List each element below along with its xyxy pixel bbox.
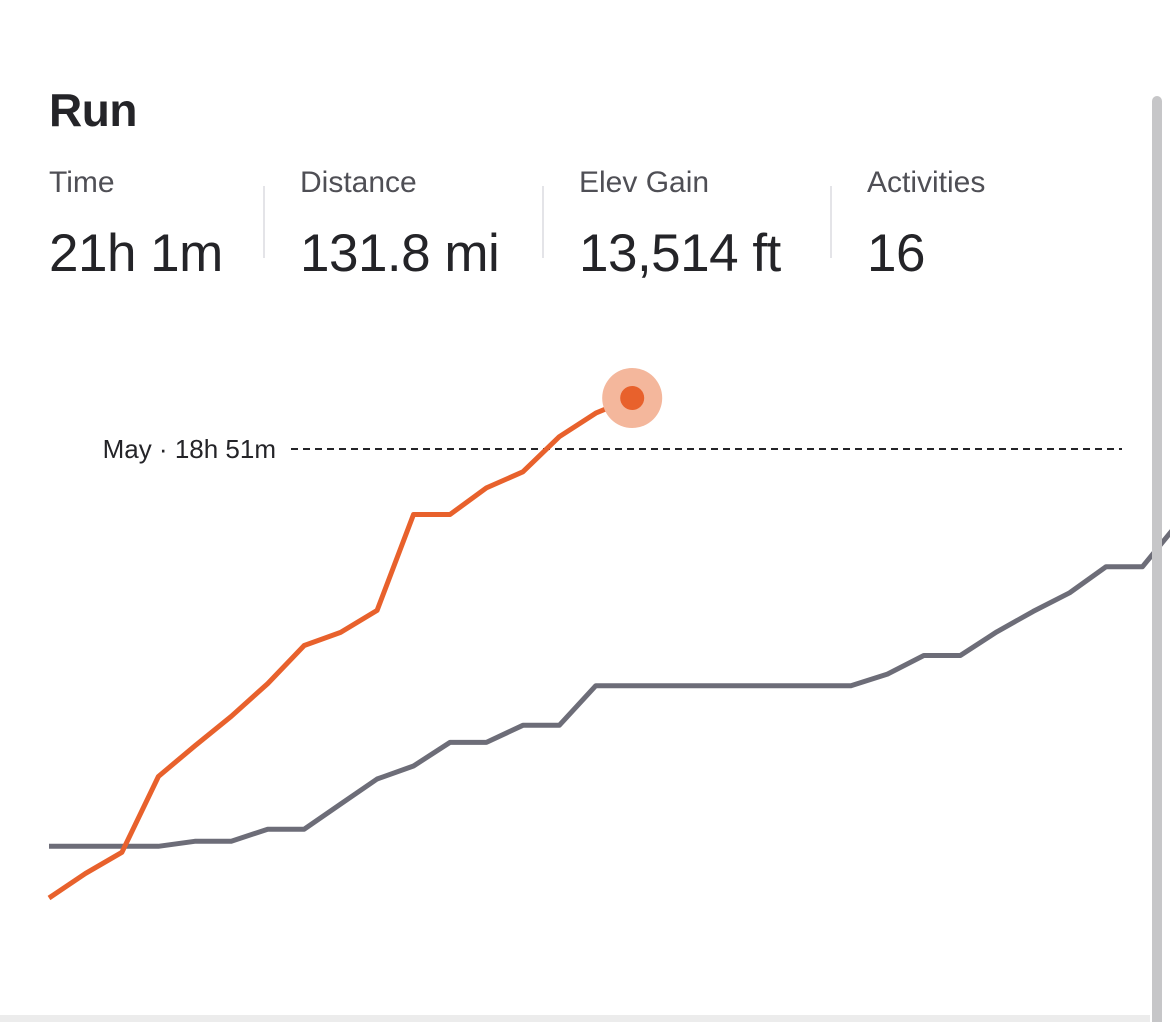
stat-divider — [542, 186, 544, 258]
stat-distance-label: Distance — [300, 166, 417, 199]
stat-time-value: 21h 1m — [49, 224, 223, 283]
series-layer — [47, 368, 1170, 901]
bottom-edge — [0, 1015, 1150, 1022]
stat-activities-label: Activities — [867, 166, 986, 199]
stat-elev-gain: Elev Gain 13,514 ft — [579, 164, 781, 284]
current-point-marker[interactable] — [620, 386, 645, 411]
stat-elev-gain-value: 13,514 ft — [579, 224, 781, 283]
current-period-line — [47, 395, 634, 901]
reference-line-label: May · 18h 51m — [103, 434, 276, 464]
stat-elev-gain-label: Elev Gain — [579, 166, 710, 199]
stat-activities-value: 16 — [867, 224, 925, 283]
stat-distance: Distance 131.8 mi — [300, 164, 500, 284]
stat-distance-value: 131.8 mi — [300, 224, 500, 283]
card-title: Run — [49, 84, 137, 136]
stat-divider — [263, 186, 265, 258]
previous-period-line — [49, 529, 1170, 849]
stat-activities: Activities 16 — [867, 164, 985, 284]
stat-time: Time 21h 1m — [49, 164, 223, 284]
stat-time-label: Time — [49, 166, 115, 199]
stat-divider — [830, 186, 832, 258]
scrollbar[interactable] — [1152, 96, 1162, 1022]
